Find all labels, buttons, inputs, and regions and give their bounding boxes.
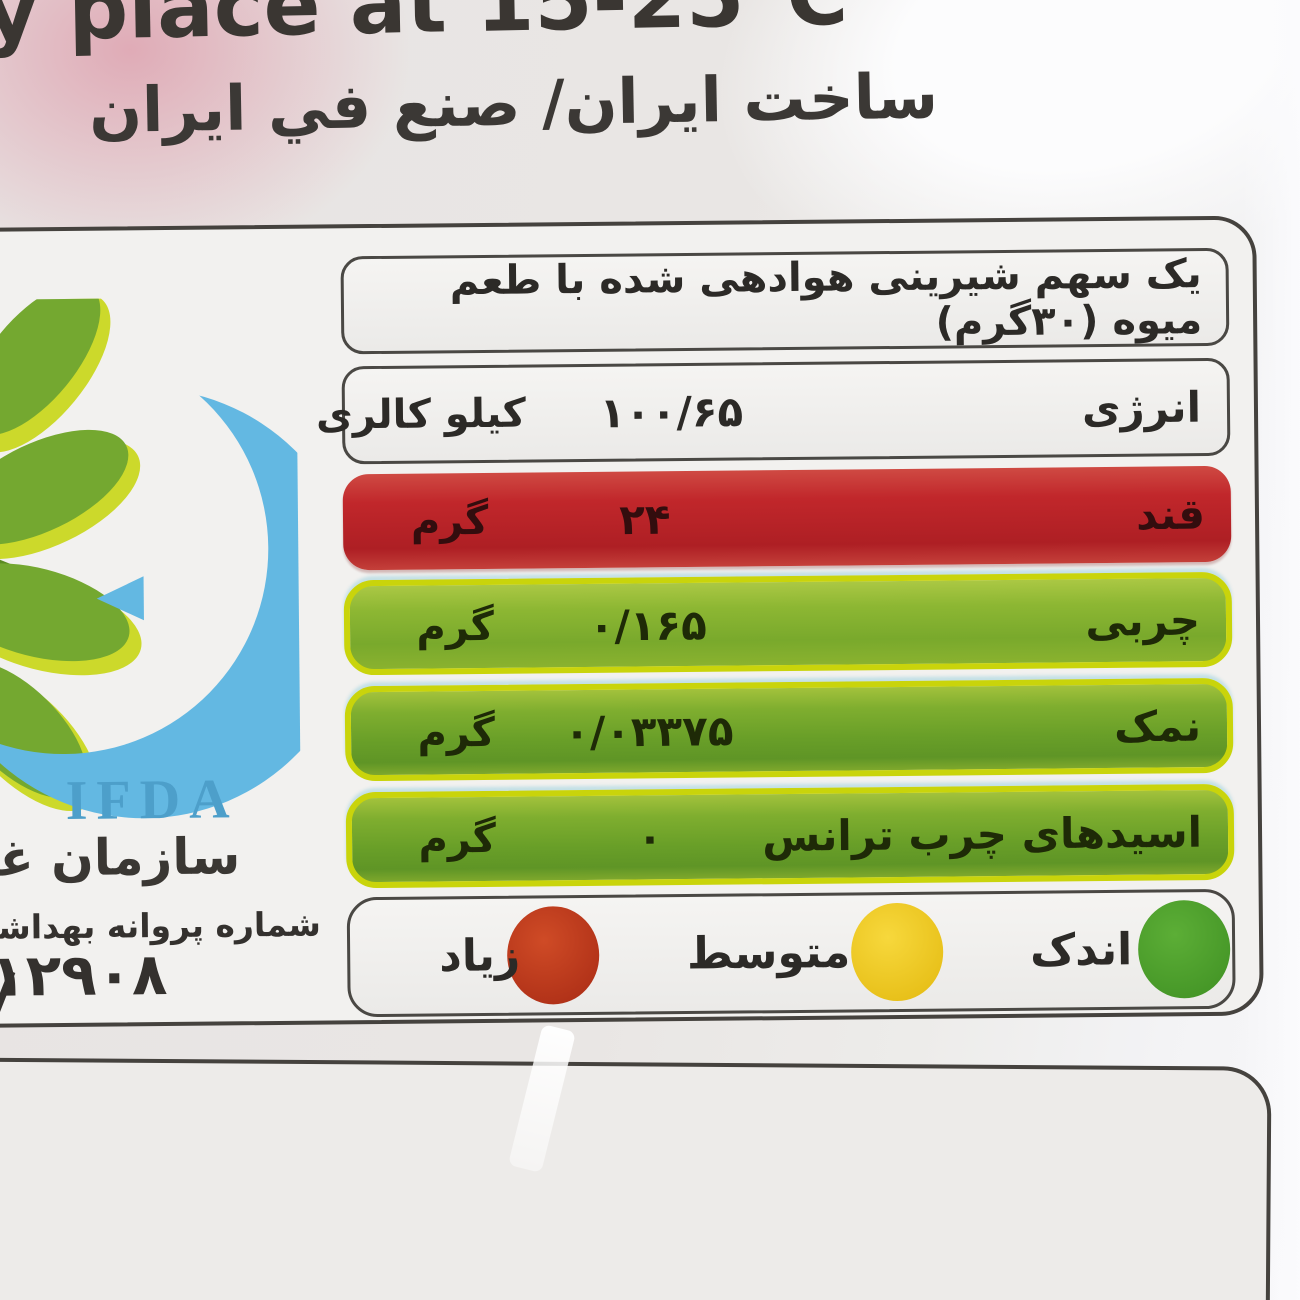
fat-value: ۰/۱۶۵ [588,599,708,650]
low-level-dot-icon [1137,899,1231,999]
high-level-dot-icon [506,905,600,1005]
logo-crescent [0,388,301,819]
energy-value: ۱۰۰/۶۵ [599,386,744,438]
organization-text: سازمان غذا [0,827,241,889]
fat-row-low: چربی ۰/۱۶۵ گرم [343,571,1233,676]
trans-fat-name: اسیدهای چرب ترانس [762,807,1203,861]
medium-level-dot-icon [850,902,944,1002]
ifda-acronym: IFDA [65,768,239,832]
license-number: ۱۲۹۰۸ [0,940,168,1010]
serving-header: یک سهم شیرینی هوادهی شده با طعم میوه (۳۰… [340,247,1230,355]
salt-unit: گرم [417,709,496,757]
energy-name: انرژی [1081,382,1202,433]
sugar-value: ۲۴ [619,494,671,545]
sugar-unit: گرم [410,497,489,545]
traffic-light-legend: اندک متوسط زیاد [346,888,1236,1018]
energy-row: انرژی ۱۰۰/۶۵ کیلو کالری [315,357,1231,465]
nutrition-label: IFDA سازمان غذا شماره پروانه بهداشتی ور … [0,215,1264,1029]
sugar-row-high: قند ۲۴ گرم [342,465,1232,571]
salt-row-low: نمک ۰/۰۳۳۷۵ گرم [344,677,1234,782]
salt-name: نمک [1113,701,1202,751]
trans-fat-row-low: اسیدهای چرب ترانس ۰ گرم [345,783,1235,889]
empty-label-panel [0,1057,1272,1300]
sugar-name: قند [1135,489,1206,540]
energy-unit: کیلو کالری [315,390,527,439]
trans-fat-unit: گرم [418,815,497,863]
low-level-label: اندک [1029,924,1133,977]
medium-level-label: متوسط [686,926,851,980]
ifda-logo [0,296,301,819]
made-in-iran-text: ساخت ایران/ صنع في ایران [88,59,939,148]
salt-value: ۰/۰۳۳۷۵ [564,705,734,757]
fat-unit: گرم [416,603,495,651]
fat-name: چربی [1085,595,1201,646]
trans-fat-value: ۰ [636,812,663,863]
nutrition-table: یک سهم شیرینی هوادهی شده با طعم میوه (۳۰… [315,220,1236,1020]
high-level-label: زیاد [439,930,521,982]
